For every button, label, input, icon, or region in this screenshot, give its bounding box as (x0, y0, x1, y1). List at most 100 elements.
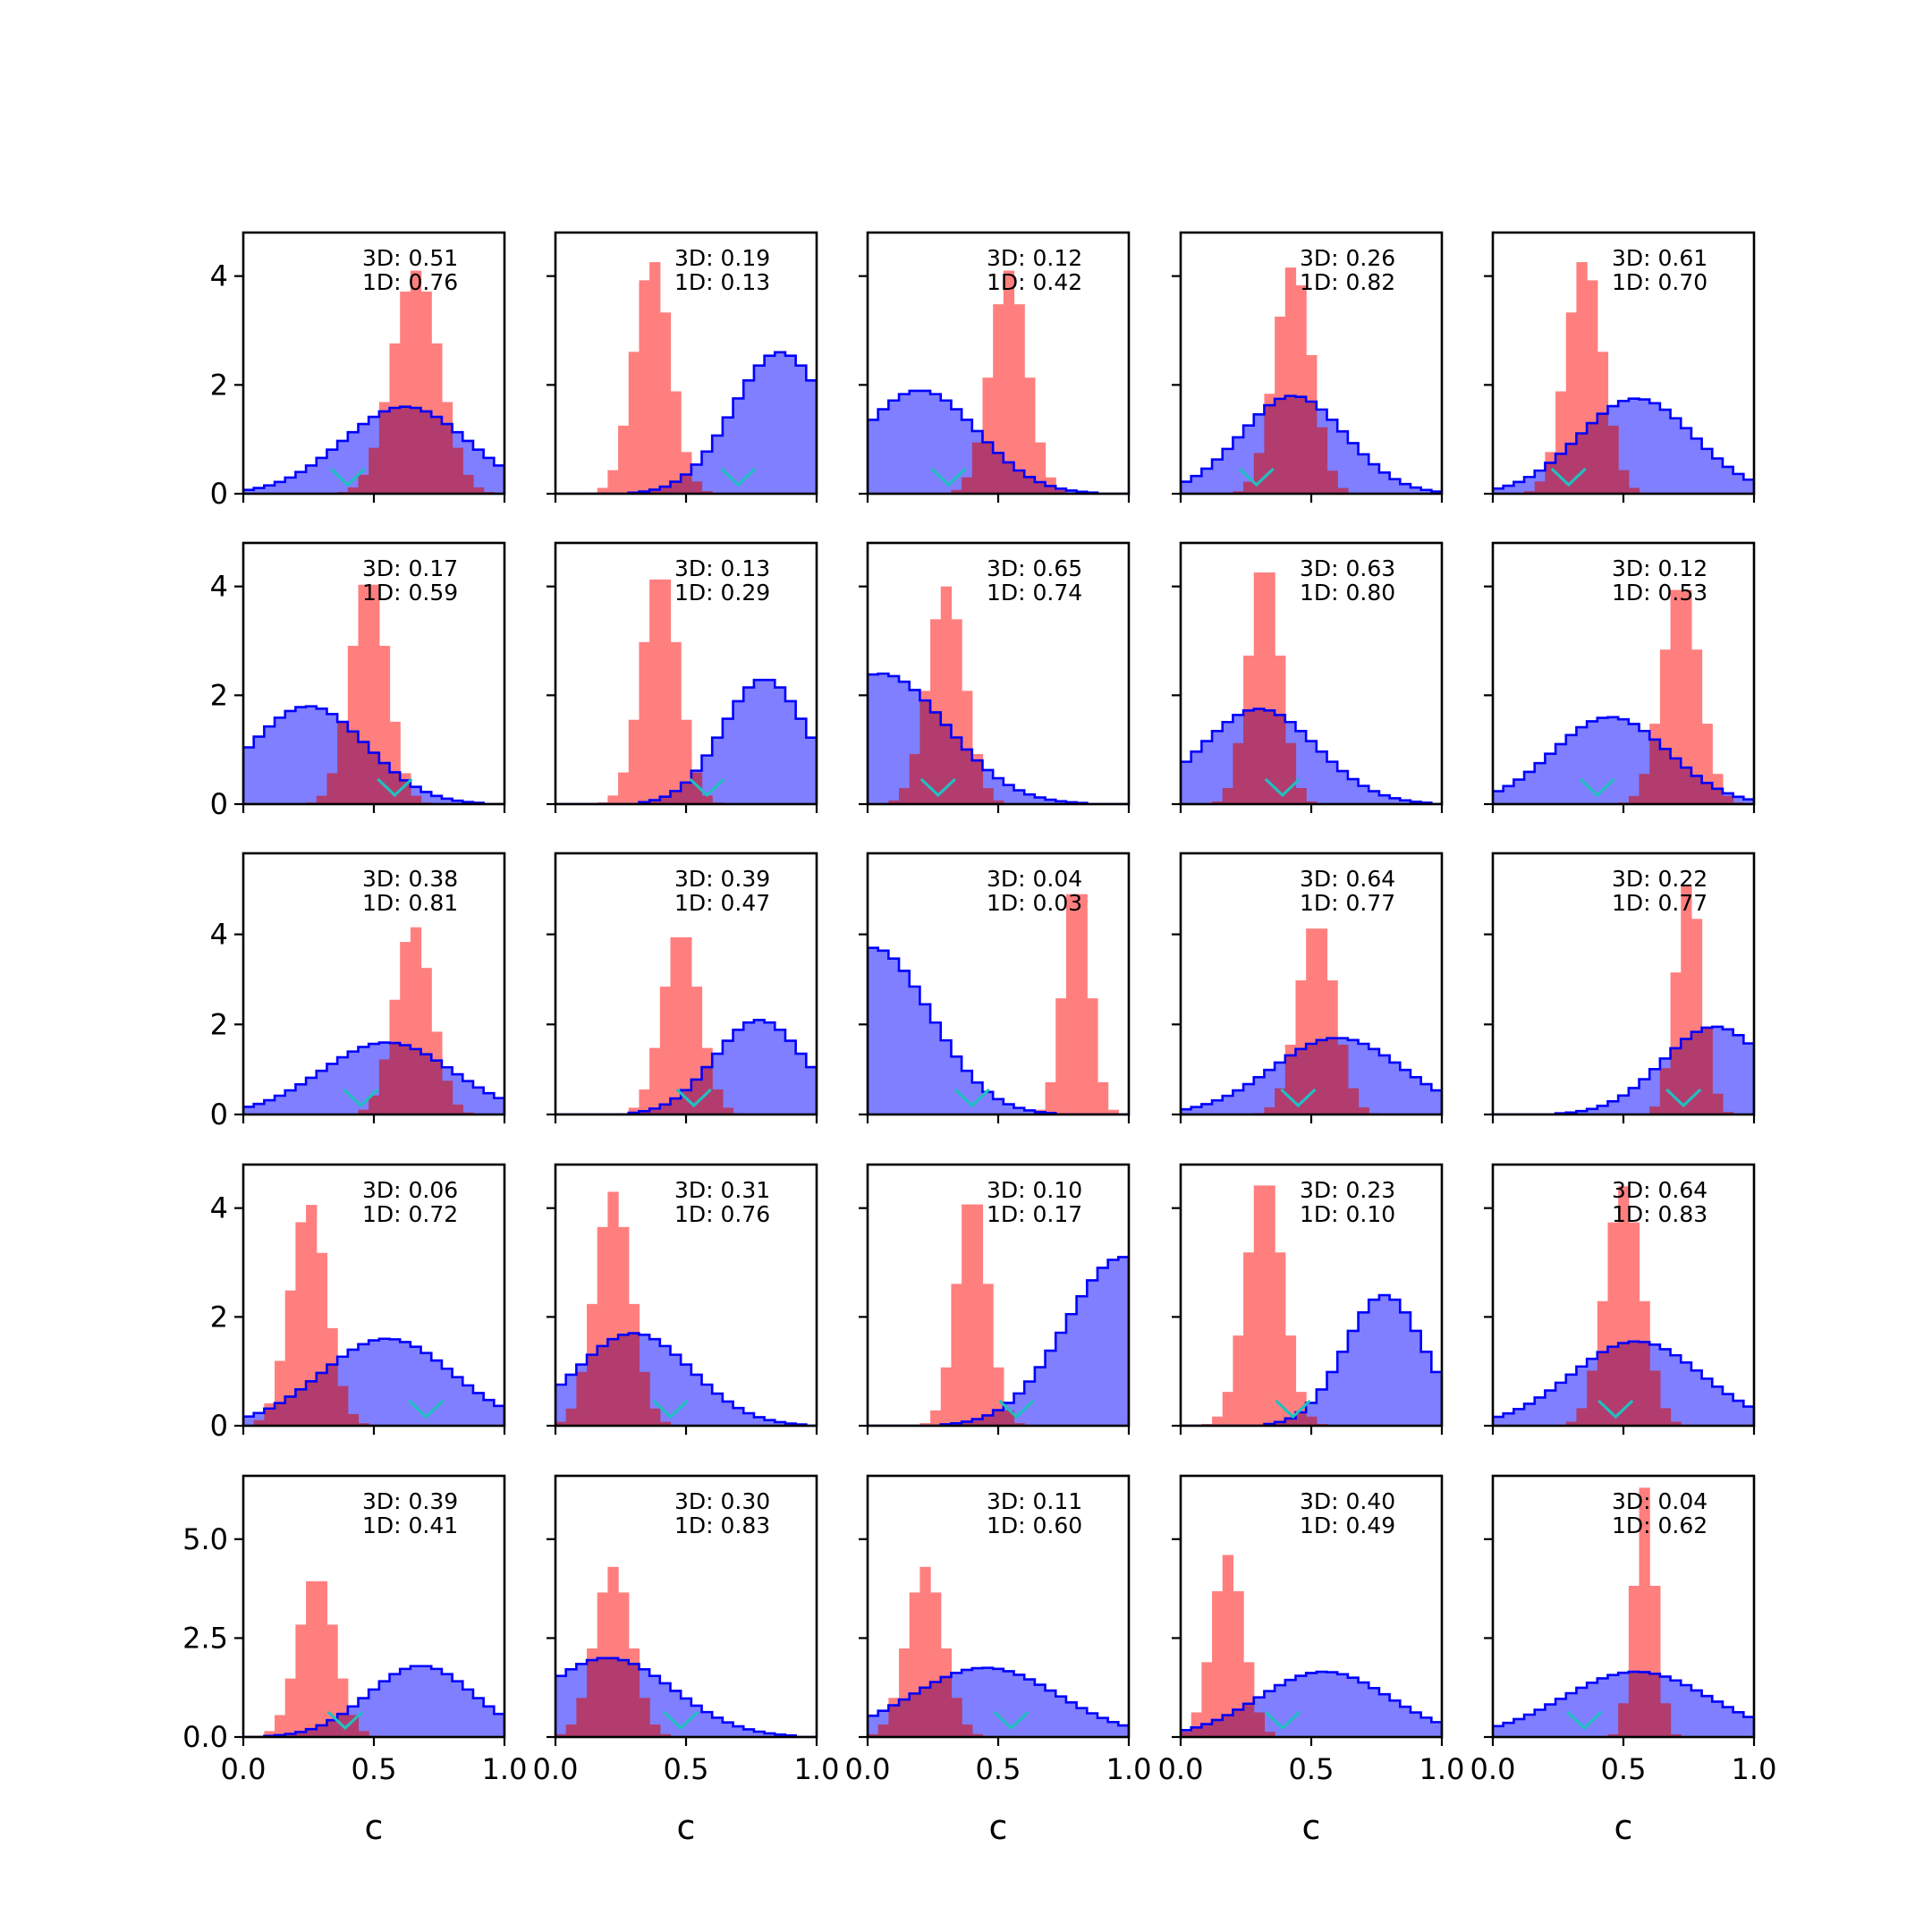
blue-histogram-bar (1513, 779, 1525, 804)
blue-histogram-bar (691, 1374, 703, 1426)
overlap-histogram-bar (441, 424, 453, 494)
blue-histogram-bar (1316, 1389, 1328, 1426)
overlap-histogram-bar (1690, 1031, 1703, 1114)
red-histogram-bar (264, 1402, 275, 1409)
blue-histogram-bar (733, 1726, 744, 1737)
blue-histogram-bar (1045, 1351, 1056, 1426)
blue-histogram-bar (795, 1054, 807, 1114)
blue-histogram-bar (295, 471, 307, 494)
overlap-histogram-bar (462, 474, 474, 494)
blue-histogram-bar (1003, 784, 1015, 804)
blue-histogram-bar (1733, 1035, 1744, 1114)
red-histogram-bar (659, 579, 672, 797)
overlap-histogram-bar (1701, 1027, 1713, 1114)
red-histogram-bar (587, 1648, 598, 1661)
blue-histogram-bar (306, 465, 318, 494)
overlap-histogram-bar (1264, 1107, 1275, 1114)
red-histogram-bar (691, 987, 703, 1080)
overlap-histogram-bar (1264, 405, 1275, 494)
blue-histogram-bar (1243, 1084, 1255, 1114)
overlap-histogram-bar (1003, 462, 1015, 494)
overlap-histogram-bar (389, 1043, 401, 1114)
red-histogram-bar (639, 1089, 650, 1112)
blue-histogram-bar (1013, 1674, 1025, 1737)
blue-histogram-bar (264, 1100, 275, 1114)
red-histogram-bar (1243, 655, 1255, 711)
marker-glyph (998, 1399, 1035, 1419)
red-histogram-bar (1545, 452, 1556, 463)
label-3d: 3D: 0.61 (1612, 245, 1707, 271)
blue-histogram-bar (1400, 800, 1411, 804)
marker-glyph (1566, 1710, 1603, 1731)
blue-histogram-bar (775, 1421, 786, 1426)
blue-histogram-bar (784, 700, 797, 804)
red-histogram-bar (628, 1303, 640, 1334)
blue-histogram-bar (712, 435, 724, 494)
x-tick-label: 0.0 (1470, 1752, 1516, 1786)
red-histogram-bar (1076, 894, 1088, 1114)
blue-histogram-bar (1503, 785, 1514, 804)
overlap-histogram-bar (326, 1720, 338, 1737)
label-3d: 3D: 0.26 (1300, 245, 1395, 271)
blue-histogram-bar (1181, 761, 1192, 804)
blue-histogram-bar (701, 1712, 713, 1737)
overlap-histogram-bar (1253, 1712, 1266, 1737)
overlap-histogram-bar (1670, 1733, 1682, 1737)
blue-histogram-bar (888, 400, 900, 494)
blue-histogram-bar (1513, 481, 1525, 494)
overlap-histogram-bar (1618, 1703, 1630, 1737)
blue-histogram-bar (1097, 1717, 1109, 1737)
overlap-histogram-bar (1576, 1408, 1588, 1426)
overlap-histogram-bar (1659, 1408, 1672, 1426)
blue-histogram-bar (764, 1733, 775, 1737)
overlap-histogram-bar (971, 442, 984, 494)
blue-histogram-bar (1097, 1267, 1109, 1426)
y-tick-label: 5.0 (182, 1522, 228, 1556)
blue-histogram-bar (1618, 1095, 1630, 1114)
blue-histogram-bar (253, 736, 265, 804)
overlap-histogram-bar (701, 491, 713, 494)
blue-histogram-outline (555, 1657, 817, 1737)
blue-histogram-bar (483, 457, 495, 494)
panel-plot-area (1181, 267, 1442, 494)
overlap-histogram-bar (1649, 1106, 1661, 1114)
overlap-histogram-bar (1628, 1341, 1640, 1426)
label-1d: 1D: 0.60 (987, 1513, 1082, 1538)
red-histogram-bar (1264, 1185, 1275, 1425)
red-histogram-bar (597, 1592, 608, 1658)
blue-histogram-bar (1722, 466, 1734, 494)
overlap-histogram-bar (899, 1699, 911, 1737)
red-histogram-bar (930, 1410, 942, 1426)
blue-histogram-outline (868, 1666, 1129, 1737)
label-3d: 3D: 0.22 (1612, 866, 1707, 892)
blue-histogram-bar (1212, 1100, 1224, 1114)
blue-histogram-bar (337, 440, 349, 494)
y-tick-label: 2 (210, 368, 228, 402)
blue-histogram-bar (472, 449, 485, 494)
red-histogram-bar (1222, 1555, 1233, 1716)
blue-histogram-bar (753, 680, 766, 804)
blue-histogram-bar (1284, 1680, 1297, 1737)
blue-histogram-bar (1410, 487, 1422, 494)
marker-glyph (953, 1088, 990, 1108)
red-histogram-bar (1597, 352, 1609, 414)
blue-histogram-bar (1400, 1707, 1411, 1737)
overlap-histogram-bar (358, 1731, 369, 1737)
blue-histogram-bar (1534, 1397, 1546, 1426)
red-histogram-bar (400, 942, 411, 1046)
overlap-histogram-bar (670, 481, 682, 494)
blue-histogram-bar (1420, 1084, 1432, 1114)
blue-histogram-bar (1431, 1371, 1442, 1426)
blue-histogram-bar (1337, 1352, 1349, 1426)
blue-histogram-bar (1347, 779, 1360, 804)
label-3d: 3D: 0.11 (987, 1488, 1082, 1514)
blue-histogram-bar (1233, 1090, 1244, 1114)
x-tick-label: 0.0 (533, 1752, 579, 1786)
red-histogram-bar (607, 1566, 619, 1658)
blue-histogram-bar (753, 1417, 766, 1426)
blue-histogram-bar (1055, 1332, 1067, 1426)
blue-histogram-bar (868, 419, 879, 494)
blue-histogram-bar (326, 1063, 338, 1114)
